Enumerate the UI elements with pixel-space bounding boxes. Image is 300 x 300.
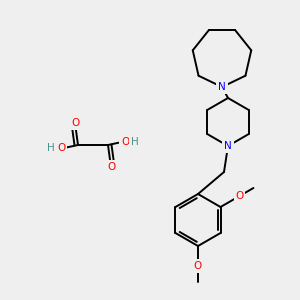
Text: O: O <box>71 118 79 128</box>
Text: H: H <box>131 137 139 147</box>
Text: N: N <box>218 82 226 92</box>
Text: O: O <box>57 143 65 153</box>
Text: O: O <box>107 162 115 172</box>
Text: N: N <box>224 141 232 151</box>
Text: O: O <box>194 261 202 271</box>
Text: O: O <box>121 137 129 147</box>
Text: H: H <box>47 143 55 153</box>
Text: O: O <box>236 191 244 201</box>
